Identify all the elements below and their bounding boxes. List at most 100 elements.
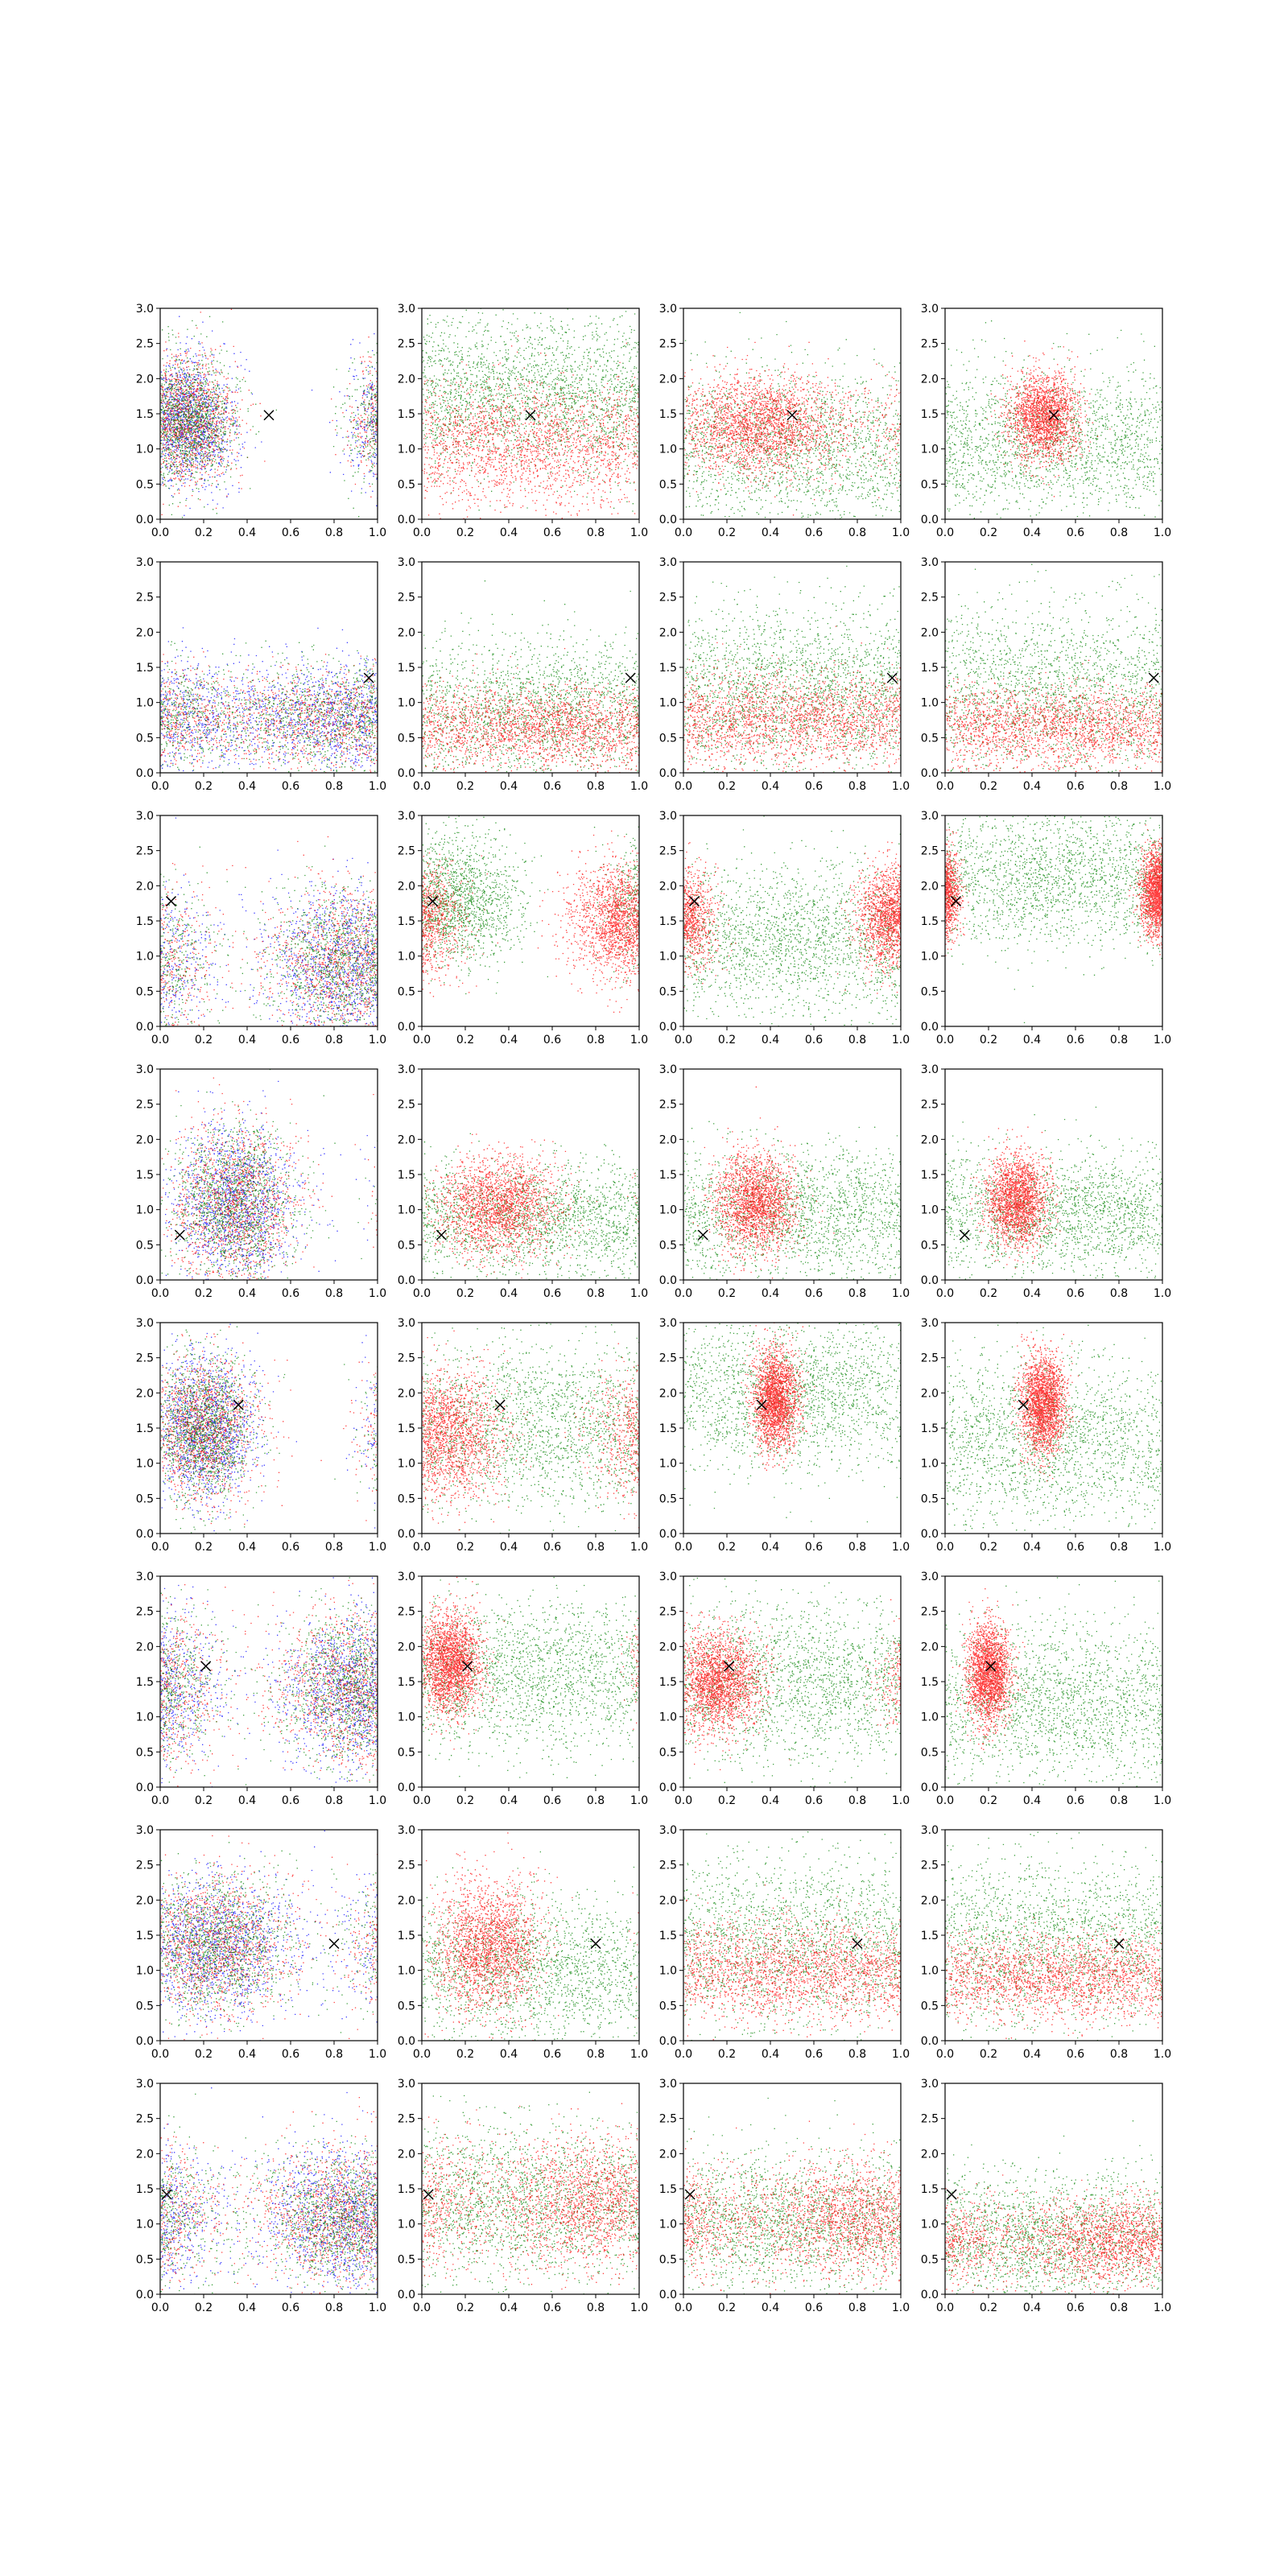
- y-tick-label: 1.0: [921, 697, 939, 710]
- x-tick-label: 0.4: [1023, 780, 1041, 793]
- y-tick-label: 1.0: [136, 2219, 154, 2231]
- x-tick-label: 0.2: [195, 2048, 213, 2061]
- x-tick-label: 0.4: [1023, 2048, 1041, 2061]
- x-tick-label: 1.0: [630, 1287, 648, 1300]
- y-tick-label: 2.5: [921, 2113, 939, 2126]
- x-tick-label: 1.0: [1154, 2301, 1171, 2314]
- y-tick-label: 0.0: [659, 1781, 677, 1794]
- y-tick-label: 1.0: [659, 1711, 677, 1724]
- x-tick-label: 0.8: [587, 1541, 605, 1554]
- y-tick-label: 3.0: [136, 556, 154, 569]
- y-tick-label: 1.5: [136, 1930, 154, 1942]
- y-tick-label: 1.0: [921, 1458, 939, 1471]
- x-tick-label: 0.2: [718, 780, 736, 793]
- x-tick-label: 0.2: [980, 2301, 997, 2314]
- y-tick-label: 0.5: [659, 732, 677, 745]
- y-tick-label: 0.5: [398, 2000, 415, 2013]
- y-tick-label: 0.5: [398, 985, 415, 998]
- y-tick-label: 2.5: [659, 1606, 677, 1619]
- y-tick-label: 0.5: [136, 478, 154, 491]
- y-tick-label: 2.5: [136, 845, 154, 858]
- x-tick-label: 0.0: [413, 2301, 431, 2314]
- y-tick-label: 1.5: [921, 1930, 939, 1942]
- x-tick-label: 0.6: [543, 526, 561, 539]
- x-tick-label: 1.0: [369, 780, 386, 793]
- x-tick-label: 0.0: [675, 1034, 692, 1046]
- y-tick-label: 3.0: [398, 556, 415, 569]
- x-tick-label: 0.0: [413, 1034, 431, 1046]
- x-tick-label: 0.8: [1110, 1287, 1128, 1300]
- y-tick-label: 1.0: [659, 1204, 677, 1217]
- x-tick-label: 1.0: [1154, 1541, 1171, 1554]
- y-tick-label: 1.5: [398, 1930, 415, 1942]
- y-tick-label: 1.0: [921, 1711, 939, 1724]
- y-tick-label: 3.0: [136, 303, 154, 316]
- x-tick-label: 0.2: [980, 1034, 997, 1046]
- y-tick-label: 0.5: [921, 478, 939, 491]
- y-tick-label: 0.5: [398, 2253, 415, 2266]
- y-tick-label: 2.0: [398, 880, 415, 893]
- x-tick-label: 0.4: [238, 2048, 256, 2061]
- x-tick-label: 0.4: [762, 1034, 779, 1046]
- y-tick-label: 1.0: [659, 444, 677, 456]
- y-tick-label: 1.0: [136, 697, 154, 710]
- y-tick-label: 0.0: [398, 1781, 415, 1794]
- y-tick-label: 2.0: [659, 1894, 677, 1907]
- y-tick-label: 1.0: [136, 444, 154, 456]
- x-tick-label: 1.0: [1154, 1287, 1171, 1300]
- x-tick-label: 0.0: [675, 2048, 692, 2061]
- x-tick-label: 0.4: [1023, 2301, 1041, 2314]
- x-tick-label: 0.8: [848, 1287, 866, 1300]
- x-tick-label: 1.0: [1154, 2048, 1171, 2061]
- x-tick-label: 0.8: [848, 2301, 866, 2314]
- y-tick-label: 3.0: [398, 303, 415, 316]
- y-tick-label: 0.0: [921, 2289, 939, 2301]
- y-tick-label: 1.5: [398, 2183, 415, 2196]
- x-tick-label: 0.0: [675, 526, 692, 539]
- y-tick-label: 1.5: [136, 1422, 154, 1435]
- x-tick-label: 0.6: [805, 2048, 823, 2061]
- x-tick-label: 1.0: [1154, 1794, 1171, 1807]
- y-tick-label: 0.0: [136, 514, 154, 526]
- y-tick-label: 0.0: [136, 1781, 154, 1794]
- y-tick-label: 1.0: [398, 951, 415, 964]
- x-tick-label: 0.6: [282, 780, 299, 793]
- x-tick-label: 1.0: [630, 1794, 648, 1807]
- y-tick-label: 3.0: [659, 2078, 677, 2091]
- y-tick-label: 2.5: [659, 1860, 677, 1872]
- y-tick-label: 0.5: [136, 732, 154, 745]
- x-tick-label: 1.0: [369, 2301, 386, 2314]
- x-tick-label: 0.8: [1110, 1541, 1128, 1554]
- y-tick-label: 2.0: [659, 1133, 677, 1146]
- x-tick-label: 1.0: [1154, 526, 1171, 539]
- y-tick-label: 3.0: [921, 1824, 939, 1837]
- y-tick-label: 0.5: [136, 1492, 154, 1505]
- x-tick-label: 0.6: [282, 1541, 299, 1554]
- x-tick-label: 0.4: [762, 526, 779, 539]
- y-tick-label: 3.0: [398, 1317, 415, 1330]
- y-tick-label: 1.5: [921, 915, 939, 928]
- y-tick-label: 1.5: [398, 1676, 415, 1689]
- x-tick-label: 1.0: [369, 1794, 386, 1807]
- y-tick-label: 2.5: [921, 845, 939, 858]
- y-tick-label: 2.5: [136, 1099, 154, 1112]
- y-tick-label: 0.0: [136, 2289, 154, 2301]
- y-tick-label: 2.0: [921, 373, 939, 386]
- y-tick-label: 1.5: [136, 915, 154, 928]
- y-tick-label: 3.0: [921, 2078, 939, 2091]
- y-tick-label: 2.0: [136, 2148, 154, 2161]
- y-tick-label: 2.0: [398, 373, 415, 386]
- x-tick-label: 0.0: [151, 2048, 169, 2061]
- y-tick-label: 1.0: [136, 951, 154, 964]
- y-tick-label: 1.0: [398, 1204, 415, 1217]
- x-tick-label: 0.8: [1110, 780, 1128, 793]
- y-tick-label: 2.5: [398, 2113, 415, 2126]
- y-tick-label: 1.0: [659, 1965, 677, 1978]
- y-tick-label: 0.0: [136, 2035, 154, 2048]
- y-tick-label: 2.0: [136, 880, 154, 893]
- x-tick-label: 0.4: [238, 526, 256, 539]
- y-tick-label: 2.5: [136, 2113, 154, 2126]
- y-tick-label: 2.0: [921, 1133, 939, 1146]
- x-tick-label: 0.8: [587, 526, 605, 539]
- x-tick-label: 0.4: [762, 1794, 779, 1807]
